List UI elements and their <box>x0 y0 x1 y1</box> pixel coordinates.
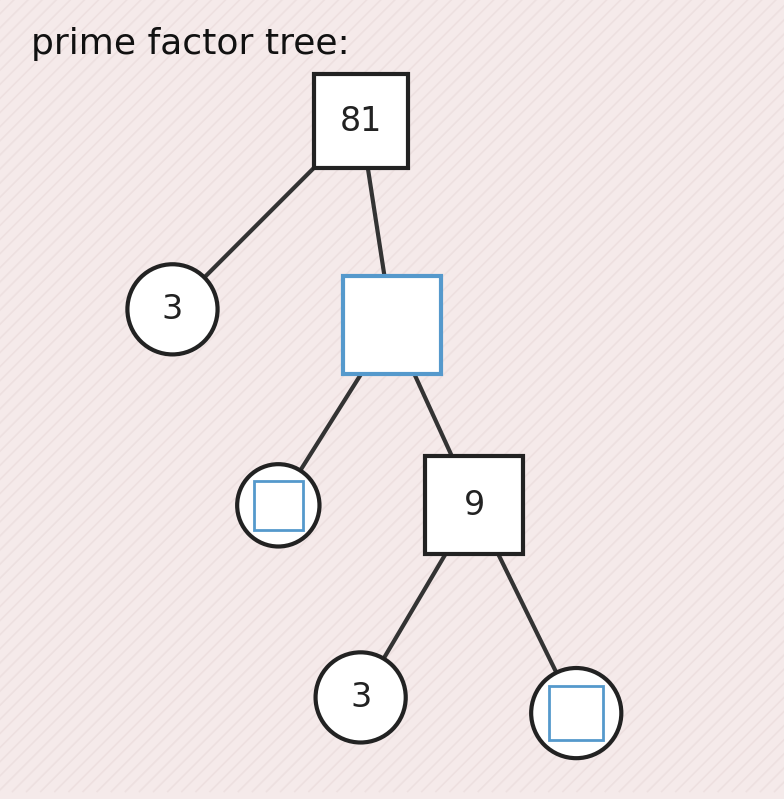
Text: 9: 9 <box>463 489 485 522</box>
Circle shape <box>531 668 621 758</box>
Text: 3: 3 <box>350 681 372 714</box>
Bar <box>343 276 441 374</box>
Text: prime factor tree:: prime factor tree: <box>31 27 350 61</box>
Circle shape <box>315 652 406 742</box>
Circle shape <box>237 464 320 547</box>
Circle shape <box>127 264 217 355</box>
Bar <box>549 686 604 740</box>
Text: 81: 81 <box>339 105 382 137</box>
Bar <box>314 74 408 169</box>
Bar <box>425 456 523 555</box>
Text: 3: 3 <box>162 293 183 326</box>
Bar <box>253 481 303 530</box>
